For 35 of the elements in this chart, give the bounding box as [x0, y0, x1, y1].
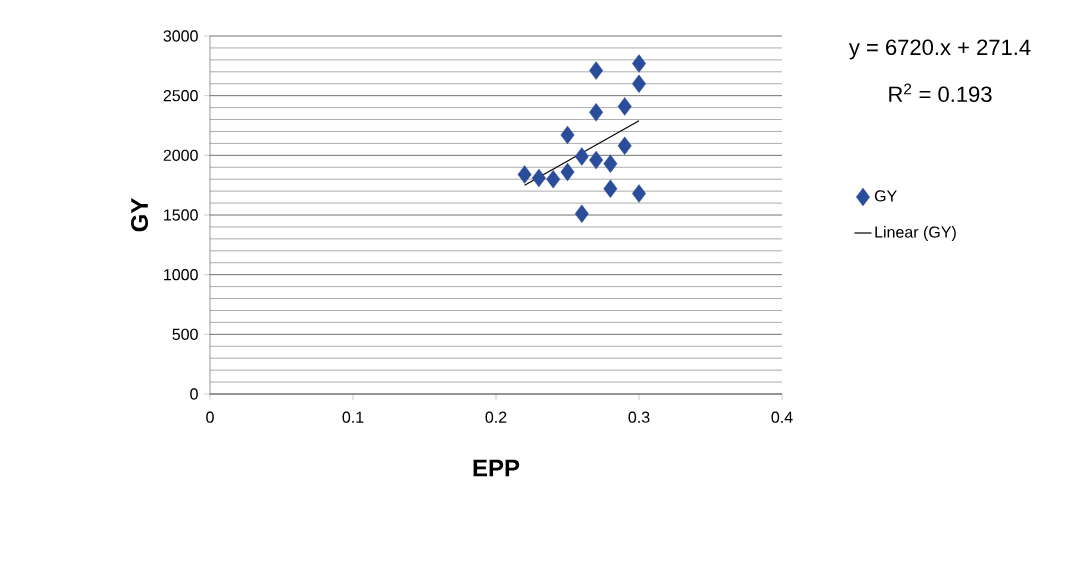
- point: [517, 165, 532, 184]
- point: [603, 179, 618, 198]
- point: [574, 147, 589, 166]
- point: [589, 103, 604, 122]
- point: [574, 204, 589, 224]
- x-tick-label: 0.1: [342, 411, 364, 423]
- point: [531, 168, 546, 188]
- point: [589, 150, 604, 170]
- x-tick-label: 0.3: [628, 411, 650, 423]
- y-tick-label: 0: [190, 388, 198, 400]
- y-tick-label: 1000: [164, 269, 198, 281]
- point: [632, 54, 646, 73]
- y-axis-title: GY: [131, 198, 149, 232]
- legend-label: Linear (GY): [875, 226, 956, 241]
- point: [589, 61, 604, 80]
- point: [632, 184, 646, 203]
- text: R$^{2}$ = 0.193: [889, 83, 992, 103]
- point: [560, 162, 575, 182]
- x-axis-title: EPP: [473, 459, 520, 477]
- point: [603, 154, 618, 173]
- point: [546, 170, 561, 189]
- point: [617, 136, 632, 155]
- y-tick-label: 1500: [164, 209, 198, 221]
- text: y = 6720.x + 271.4: [848, 39, 1031, 60]
- x-tick-label: 0.2: [485, 411, 507, 423]
- y-tick-label: 2500: [163, 90, 198, 102]
- y-tick-label: 3000: [163, 30, 198, 42]
- y-tick-label: 2000: [163, 149, 198, 161]
- point: [632, 74, 646, 93]
- y-tick-label: 500: [172, 328, 198, 340]
- legend-label: GY: [874, 190, 897, 202]
- x-tick-label: 0.4: [771, 411, 793, 423]
- point: [560, 125, 575, 145]
- x-tick-label: 0: [206, 411, 214, 423]
- point: [617, 97, 632, 116]
